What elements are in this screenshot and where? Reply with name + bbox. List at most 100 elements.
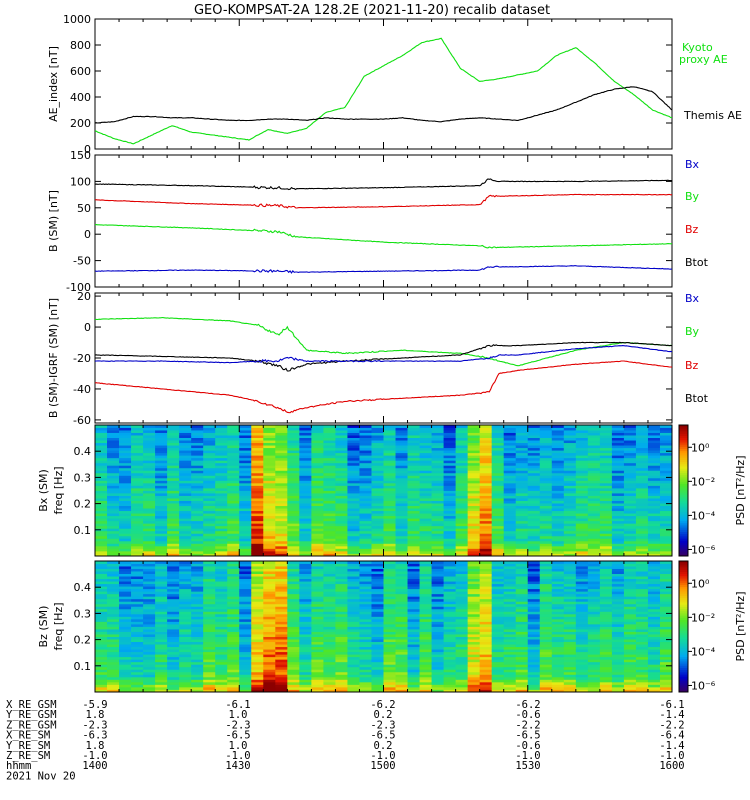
heatmap-cell [599,535,613,539]
heatmap-cell [611,430,625,433]
heatmap-cell [623,535,637,539]
heatmap-cell [227,636,240,640]
heatmap-cell [131,455,144,459]
heatmap-cell [551,603,565,607]
heatmap-cell [455,596,469,600]
heatmap-cell [95,664,108,668]
heatmap-cell [179,636,192,640]
heatmap-cell [503,435,517,438]
heatmap-cell [611,538,625,542]
heatmap-cell [239,586,252,590]
heatmap-cell [515,470,529,474]
heatmap-cell [539,508,553,512]
heatmap-cell [263,460,276,464]
heatmap-cell [119,487,132,491]
heatmap-cell [251,545,264,549]
heatmap-cell [419,563,432,567]
heatmap-cell [491,440,505,444]
heatmap-cell [527,606,541,610]
heatmap-cell [431,596,444,600]
heatmap-cell [119,472,132,476]
heatmap-cell [575,588,589,592]
heatmap-cell [275,661,288,665]
heatmap-cell [419,500,432,504]
heatmap-cell [275,563,288,567]
heatmap-cell [443,482,457,486]
heatmap-cell [335,460,348,464]
heatmap-cell [515,550,529,554]
heatmap-cell [155,520,168,524]
heatmap-cell [95,671,108,675]
heatmap-cell [407,467,420,471]
heatmap-cell [407,485,420,489]
heatmap-cell [479,679,493,683]
heatmap-cell [587,543,601,547]
heatmap-cell [179,674,192,678]
heatmap-cell [431,550,444,554]
heatmap-cell [431,523,444,527]
heatmap-cell [155,596,168,600]
heatmap-cell [383,452,396,456]
series-line-bx [94,265,673,274]
heatmap-cell [299,681,312,685]
heatmap-cell [167,573,180,577]
heatmap-cell [563,606,577,610]
heatmap-cell [467,676,481,680]
heatmap-cell [359,654,372,658]
heatmap-cell [227,523,240,527]
heatmap-cell [227,601,240,605]
heatmap-cell [263,566,276,569]
heatmap-cell [203,513,216,517]
heatmap-cell [311,505,324,509]
heatmap-cell [119,623,132,627]
heatmap-cell [407,528,420,532]
colorbar-cell [679,442,688,446]
heatmap-cell [587,470,601,474]
heatmap-cell [527,593,541,597]
heatmap-cell [131,591,144,595]
heatmap-cell [467,689,481,693]
heatmap-cell [299,686,312,690]
heatmap-cell [335,510,348,514]
heatmap-cell [539,679,553,683]
heatmap-cell [299,651,312,655]
heatmap-cell [155,568,168,572]
heatmap-cell [503,561,517,564]
heatmap-cell [587,477,601,481]
series-line-bz [94,316,673,367]
heatmap-cell [215,523,228,527]
heatmap-cell [311,425,324,428]
heatmap-cell [659,442,673,446]
heatmap-cell [443,664,457,668]
heatmap-cell [467,467,481,471]
heatmap-cell [239,523,252,527]
heatmap-cell [491,530,505,534]
heatmap-cell [575,616,589,620]
heatmap-cell [227,563,240,567]
heatmap-cell [275,586,288,590]
heatmap-cell [431,631,444,635]
heatmap-cell [323,644,336,648]
heatmap-cell [467,629,481,632]
heatmap-cell [371,563,384,567]
heatmap-cell [479,457,493,461]
heatmap-cell [503,533,517,537]
heatmap-cell [599,538,613,542]
heatmap-cell [215,644,228,648]
heatmap-cell [119,493,132,496]
heatmap-cell [287,462,300,466]
heatmap-cell [143,538,156,542]
heatmap-cell [599,437,613,441]
heatmap-cell [611,460,625,464]
heatmap-cell [263,515,276,519]
heatmap-cell [395,493,408,496]
colorbar-cell [679,507,688,511]
heatmap-cell [143,674,156,678]
heatmap-cell [539,523,553,527]
heatmap-cell [395,535,408,539]
heatmap-cell [455,684,469,688]
heatmap-cell [515,425,529,428]
heatmap-cell [383,482,396,486]
legend-by: By [685,325,700,338]
heatmap-cell [287,613,300,617]
